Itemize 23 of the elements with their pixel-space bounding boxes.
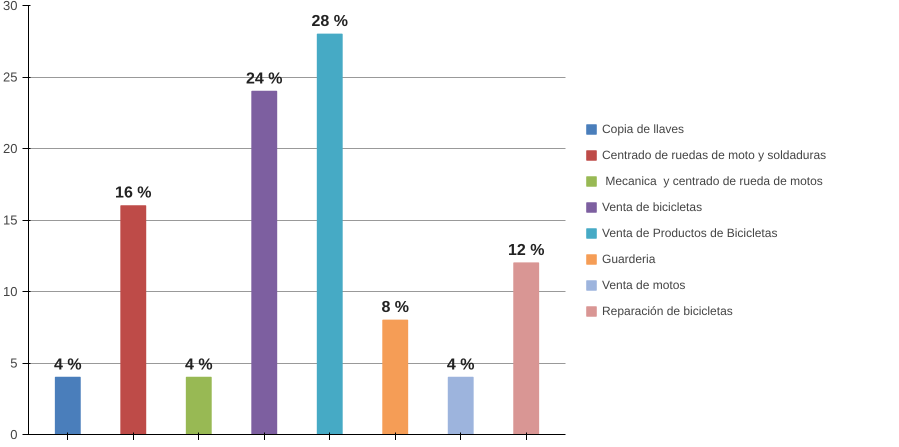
legend-label: Venta de Productos de Bicicletas <box>602 226 778 240</box>
y-tick-label: 0 <box>10 427 18 442</box>
legend-label: Centrado de ruedas de moto y soldaduras <box>602 148 826 162</box>
legend-label: Venta de bicicletas <box>602 200 702 214</box>
y-tick-label: 5 <box>10 356 18 370</box>
legend-label: Reparación de bicicletas <box>602 304 733 318</box>
y-tick-label: 25 <box>3 70 18 84</box>
y-tick-label: 15 <box>3 212 18 228</box>
text: 4 % <box>184 356 213 374</box>
text: 8 % <box>381 299 410 316</box>
y-tick-label: 30 <box>3 0 18 13</box>
text: 4 % <box>446 356 475 374</box>
legend-label: Copia de llaves <box>602 122 684 136</box>
legend-label: Guarderia <box>602 252 656 266</box>
legend-label: Mecanica y centrado de rueda de motos <box>604 174 823 188</box>
legend-label: Venta de motos <box>602 278 686 292</box>
text: 12 % <box>508 242 544 259</box>
y-tick-label: 10 <box>3 284 18 299</box>
text: 4 % <box>54 356 82 374</box>
text: 24 % <box>246 70 282 88</box>
y-tick-label: 20 <box>3 141 18 156</box>
text: 16 % <box>115 184 152 202</box>
text: 28 % <box>312 13 348 30</box>
